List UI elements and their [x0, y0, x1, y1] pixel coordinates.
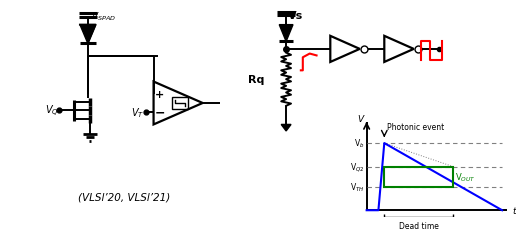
Text: V$_{SPAD}$: V$_{SPAD}$: [91, 10, 116, 22]
Text: Photonic event: Photonic event: [387, 122, 444, 131]
Text: V$_T$: V$_T$: [132, 106, 144, 120]
Text: V$_{OUT}$: V$_{OUT}$: [455, 171, 476, 183]
Text: t: t: [512, 206, 515, 215]
Text: V$_Q$: V$_Q$: [44, 103, 58, 119]
Text: V$_b$: V$_b$: [354, 137, 365, 150]
Text: V$_{Q2}$: V$_{Q2}$: [350, 161, 365, 173]
Polygon shape: [80, 26, 95, 44]
Text: Vs: Vs: [288, 11, 303, 21]
Polygon shape: [281, 125, 291, 131]
Text: (VLSl’20, VLSl’21): (VLSl’20, VLSl’21): [78, 191, 170, 201]
Text: +: +: [155, 89, 164, 99]
Bar: [172, 98, 188, 109]
Bar: [384, 167, 453, 187]
Text: Rq: Rq: [248, 74, 265, 84]
Text: −: −: [154, 106, 165, 119]
Text: V$_{TH}$: V$_{TH}$: [350, 181, 365, 193]
Text: Dead time: Dead time: [399, 222, 439, 231]
Text: V: V: [358, 115, 364, 124]
Polygon shape: [279, 26, 293, 42]
